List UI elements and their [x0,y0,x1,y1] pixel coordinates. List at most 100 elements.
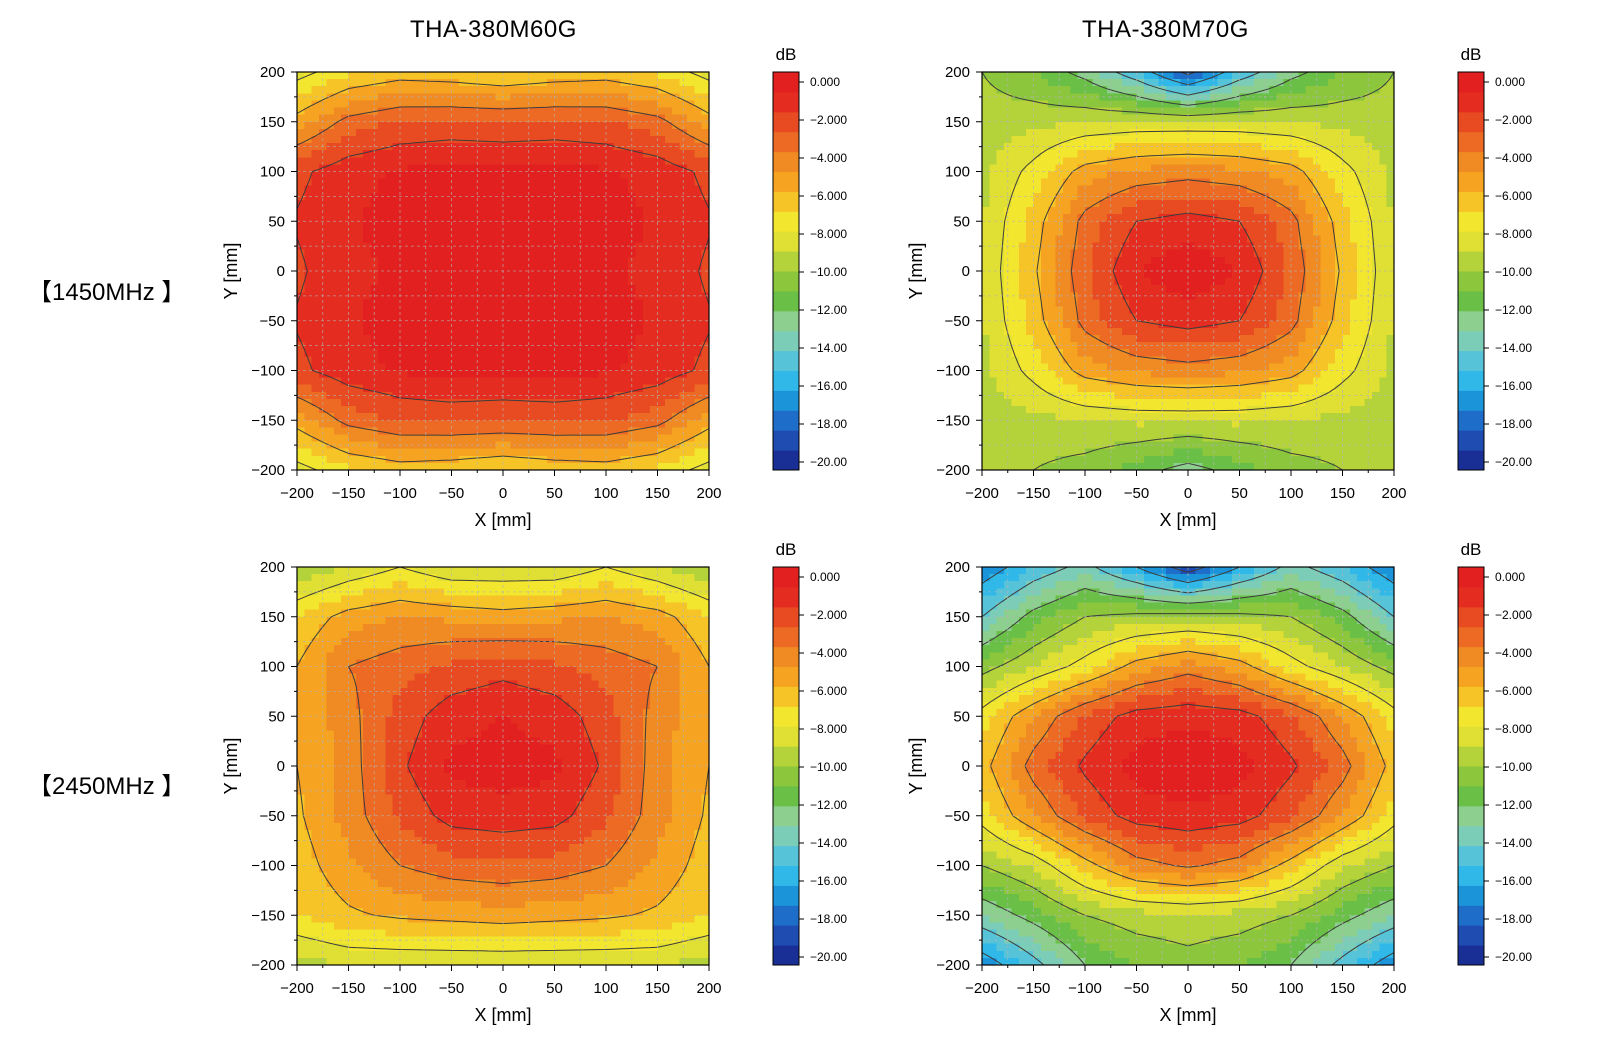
heatmap-cell [1092,121,1101,130]
heatmap-cell [385,214,394,222]
heatmap-cell [480,185,489,194]
heatmap-cell [495,143,504,151]
heatmap-cell [583,185,592,194]
heatmap-cell [1180,249,1189,258]
heatmap-cell [664,114,673,123]
heatmap-cell [1158,150,1167,158]
heatmap-cell [400,285,408,293]
heatmap-cell [1129,107,1138,116]
heatmap-cell [657,448,666,457]
heatmap-cell [488,299,497,308]
heatmap-cell [319,427,328,436]
heatmap-cell [1283,271,1292,279]
heatmap-cell [466,299,475,308]
heatmap-cell [650,334,659,343]
heatmap-cell [458,271,467,279]
heatmap-cell [1121,93,1130,102]
heatmap-cell [363,406,372,414]
heatmap-cell [488,406,497,414]
heatmap-cell [297,214,305,222]
heatmap-cell [480,278,489,286]
heatmap-cell [377,306,386,315]
heatmap-cell [635,185,644,194]
heatmap-cell [569,107,578,116]
heatmap-cell [657,192,666,201]
heatmap-cell [694,292,703,301]
heatmap-cell [1180,72,1189,80]
heatmap-cell [1077,249,1086,258]
heatmap-cell [319,462,328,471]
heatmap-cell [319,228,328,237]
heatmap-cell [297,178,305,187]
heatmap-cell [503,79,511,87]
heatmap-cell [1327,199,1336,208]
heatmap-cell [333,292,342,301]
heatmap-cell [311,86,320,94]
heatmap-cell [458,207,467,215]
heatmap-cell [561,221,570,229]
heatmap-cell [569,406,578,414]
heatmap-cell [1305,86,1314,94]
heatmap-cell [1048,235,1057,244]
heatmap-cell [1320,263,1329,272]
heatmap-cell [304,207,313,215]
heatmap-cell [355,406,364,414]
heatmap-cell [414,377,423,386]
heatmap-cell [1371,93,1380,102]
heatmap-cell [341,327,350,336]
heatmap-cell [1077,235,1086,244]
heatmap-cell [664,86,673,94]
heatmap-cell [664,356,673,364]
heatmap-cell [1210,107,1219,116]
heatmap-cell [1040,285,1049,293]
heatmap-cell [583,448,592,457]
heatmap-cell [304,107,313,116]
heatmap-cell [1165,263,1174,272]
heatmap-cell [1379,242,1388,251]
heatmap-cell [982,192,990,201]
heatmap-cell [613,171,622,180]
heatmap-cell [377,455,386,464]
heatmap-cell [517,334,526,343]
heatmap-cell [547,79,556,87]
heatmap-cell [1070,100,1079,109]
heatmap-cell [989,221,998,229]
heatmap-cell [1217,171,1226,180]
heatmap-cell [1143,228,1152,237]
heatmap-cell [1026,271,1035,279]
heatmap-cell [517,420,526,428]
heatmap-cell [561,299,570,308]
heatmap-cell [1379,263,1388,272]
heatmap-cell [650,235,659,244]
heatmap-cell [1268,72,1277,80]
heatmap-cell [1129,121,1138,130]
heatmap-cell [635,349,644,357]
heatmap-cell [1040,278,1049,286]
heatmap-cell [363,114,372,123]
heatmap-cell [1136,100,1145,109]
heatmap-cell [1246,164,1255,173]
heatmap-cell [1136,171,1145,180]
heatmap-cell [672,313,681,322]
heatmap-cell [1114,157,1123,165]
heatmap-cell [606,214,614,222]
heatmap-cell [686,256,695,265]
heatmap-cell [686,143,695,151]
heatmap-cell [1254,285,1263,293]
heatmap-cell [400,299,408,308]
heatmap-cell [363,221,372,229]
heatmap-cell [400,185,408,194]
heatmap-cell [480,171,489,180]
heatmap-cell [304,306,313,315]
contour-line [296,71,710,471]
heatmap-cell [1180,86,1189,94]
heatmap-cell [1364,235,1373,244]
colorbar-segment [773,131,799,153]
heatmap-cell [480,420,489,428]
heatmap-cell [1320,72,1329,80]
heatmap-cell [510,313,519,322]
heatmap-cell [1129,235,1138,244]
heatmap-cell [1129,164,1138,173]
heatmap-cell [473,185,482,194]
heatmap-cell [657,342,666,350]
